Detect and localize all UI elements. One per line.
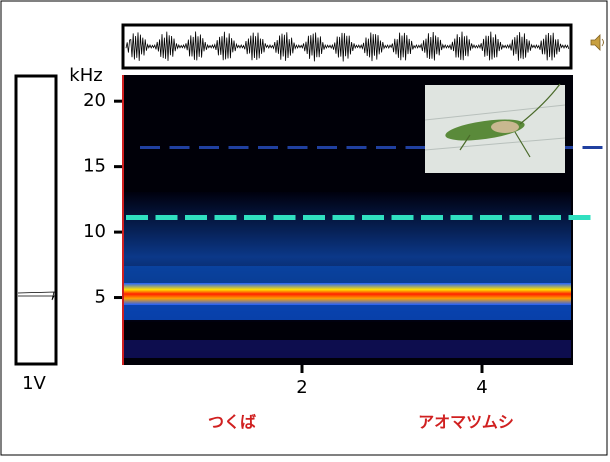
harmonic-11k xyxy=(539,215,561,220)
y-tick-label: 15 xyxy=(83,156,106,177)
harmonic-11k xyxy=(274,215,296,220)
harmonic-17k xyxy=(376,146,396,149)
harmonic-11k xyxy=(126,215,148,220)
scale-label: 1V xyxy=(22,373,46,394)
y-tick-label: 10 xyxy=(83,221,106,242)
harmonic-17k xyxy=(288,146,308,149)
harmonic-17k xyxy=(199,146,219,149)
x-tick-label: 2 xyxy=(296,377,307,398)
y-axis-label: kHz xyxy=(69,65,102,86)
x-tick-label: 4 xyxy=(476,377,487,398)
harmonic-11k xyxy=(362,215,384,220)
harmonic-17k xyxy=(140,146,160,149)
harmonic-11k xyxy=(333,215,355,220)
amplitude-box xyxy=(16,76,56,364)
harmonic-11k xyxy=(244,215,266,220)
harmonic-17k xyxy=(583,146,603,149)
y-tick-label: 5 xyxy=(95,287,106,308)
harmonic-11k xyxy=(303,215,325,220)
chart: 1V kHz つくば アオマツムシ 5 10 15 20 2 4 xyxy=(0,0,610,458)
y-tick-label: 20 xyxy=(83,90,106,111)
insect-photo xyxy=(425,84,565,173)
harmonic-11k xyxy=(215,215,237,220)
harmonic-17k xyxy=(406,146,426,149)
harmonic-11k xyxy=(480,215,502,220)
location-label: つくば xyxy=(208,413,256,432)
harmonic-11k xyxy=(185,215,207,220)
page: 1V kHz つくば アオマツムシ 510152024 (() => { con… xyxy=(0,0,610,462)
harmonic-11k xyxy=(569,215,591,220)
harmonic-17k xyxy=(170,146,190,149)
harmonic-17k xyxy=(317,146,337,149)
harmonic-17k xyxy=(347,146,367,149)
harmonic-11k xyxy=(451,215,473,220)
harmonic-11k xyxy=(421,215,443,220)
harmonic-17k xyxy=(229,146,249,149)
harmonic-11k xyxy=(392,215,414,220)
harmonic-17k xyxy=(258,146,278,149)
species-label: アオマツムシ xyxy=(418,413,514,432)
harmonic-11k xyxy=(510,215,532,220)
harmonic-11k xyxy=(156,215,178,220)
